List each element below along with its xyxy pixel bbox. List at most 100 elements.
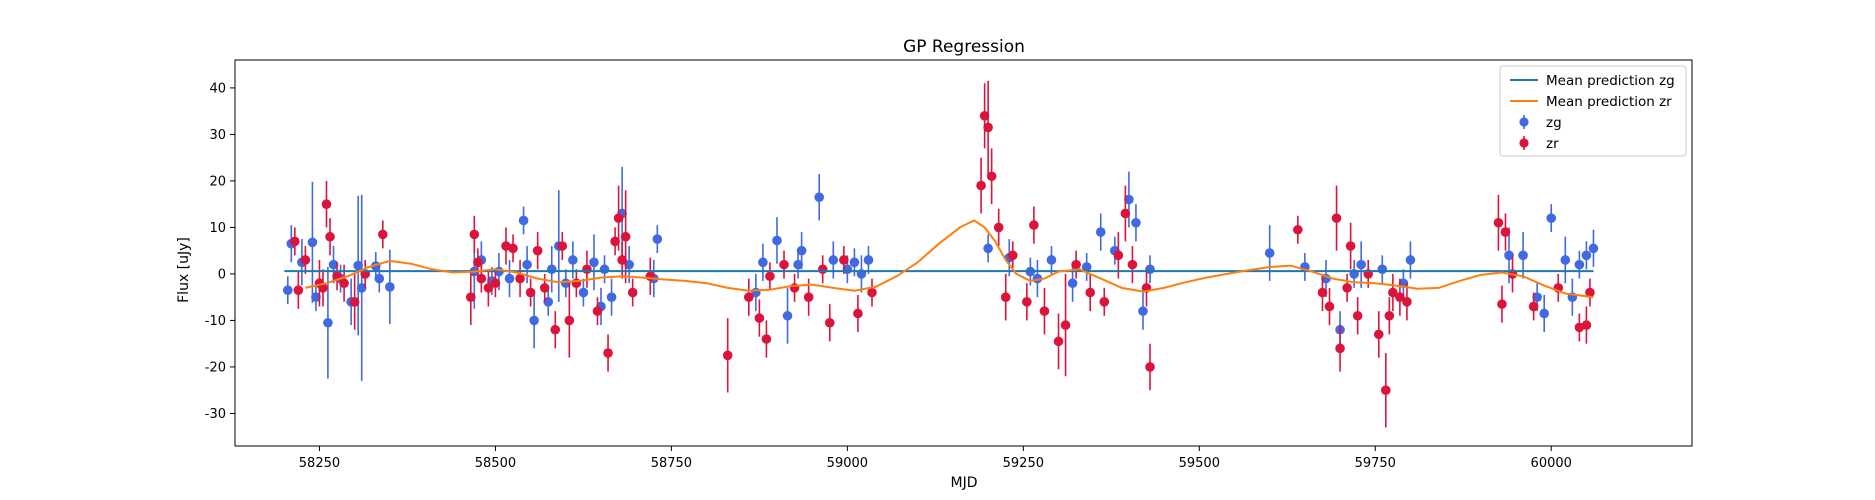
zr-point [349, 297, 360, 307]
zr-point [339, 278, 349, 289]
zg-point [1504, 250, 1514, 261]
zr-point [744, 292, 754, 302]
zg-point [1377, 264, 1388, 275]
zr-points [290, 80, 1595, 428]
zr-point [754, 313, 765, 323]
x-tick-label: 58500 [475, 456, 516, 471]
zr-point [803, 292, 814, 302]
x-tick-label: 59250 [1003, 456, 1044, 471]
zr-point [1335, 343, 1345, 354]
zg-point [1574, 259, 1585, 270]
zg-point [589, 257, 599, 268]
zr-point [610, 236, 620, 247]
zr-point [603, 348, 613, 358]
x-tick-label: 59500 [1179, 456, 1220, 471]
zg-point [1546, 213, 1557, 223]
zr-point [1007, 250, 1018, 261]
zg-point [543, 297, 554, 307]
zr-point [617, 255, 627, 265]
zr-point [620, 231, 631, 242]
zg-point [793, 259, 803, 270]
zr-point [1085, 287, 1095, 298]
zr-point [1402, 297, 1412, 307]
y-tick-label: 30 [209, 128, 226, 143]
zr-point [564, 315, 575, 326]
zg-point [758, 257, 768, 268]
x-axis-label: MJD [951, 475, 978, 491]
zr-point [571, 278, 582, 289]
zg-point [599, 264, 610, 275]
zr-point [490, 278, 501, 289]
zg-point [1081, 262, 1092, 272]
zg-point [328, 259, 339, 270]
zr-point [532, 245, 543, 256]
zr-point [1145, 362, 1155, 372]
zr-point [1324, 301, 1335, 312]
zg-point [1124, 194, 1134, 205]
x-tick-label: 58750 [651, 456, 692, 471]
zg-point [1264, 248, 1275, 258]
zr-point [293, 285, 304, 296]
zr-point [1345, 241, 1356, 251]
zr-point [378, 229, 388, 240]
zg-point [1518, 250, 1528, 261]
zr-point [325, 231, 335, 242]
zr-point [1342, 283, 1352, 293]
x-tick-label: 59750 [1355, 456, 1396, 471]
y-axis: -30 -20 -10 0 10 20 30 40 [205, 81, 235, 422]
zg-point [518, 215, 529, 226]
zr-point [983, 122, 993, 133]
zr-point [824, 317, 835, 328]
y-tick-label: 40 [209, 81, 226, 96]
zg-point [568, 255, 578, 265]
zr-point [761, 334, 772, 344]
zr-point [1373, 329, 1384, 340]
zg-point [356, 283, 367, 293]
zr-point [483, 283, 494, 293]
zr-point [1384, 310, 1395, 321]
zr-point [976, 180, 986, 191]
zr-point [508, 243, 518, 254]
zr-point [1039, 306, 1050, 316]
zr-point [473, 257, 483, 268]
zr-point [582, 264, 592, 275]
zr-point [1060, 320, 1071, 330]
zr-point [1113, 250, 1124, 261]
zg-point [374, 273, 385, 284]
zg-point [782, 310, 793, 321]
zg-point [983, 243, 993, 254]
zg-point [578, 287, 589, 298]
zr-point [789, 283, 800, 293]
zg-point [529, 315, 539, 326]
legend-swatch [1519, 117, 1529, 127]
zr-point [476, 273, 487, 284]
plot-frame [234, 59, 1693, 447]
zr-point [1581, 320, 1592, 330]
x-tick-label: 58250 [299, 456, 340, 471]
zr-point [525, 287, 536, 298]
zr-point [1500, 227, 1511, 237]
y-tick-label: -10 [205, 314, 226, 329]
zg-point [814, 192, 825, 202]
zr-point [986, 171, 997, 182]
zr-point [1395, 292, 1405, 302]
zr-point [465, 292, 476, 302]
zr-point [853, 308, 863, 319]
zr-point [321, 199, 332, 209]
zg-point [311, 292, 321, 302]
x-tick-label: 59000 [827, 456, 868, 471]
zg-point [1560, 255, 1571, 265]
legend-label: zg [1546, 115, 1562, 131]
zg-point [1046, 255, 1057, 265]
zr-point [645, 271, 656, 282]
zr-point [557, 241, 568, 251]
zg-point [546, 264, 557, 275]
zg-point [323, 317, 333, 328]
legend-label: Mean prediction zg [1546, 73, 1675, 89]
zr-point [1099, 297, 1110, 307]
legend-swatch [1519, 138, 1529, 148]
x-tick-label: 60000 [1531, 456, 1572, 471]
zr-point [993, 222, 1004, 233]
zr-point [979, 111, 990, 121]
